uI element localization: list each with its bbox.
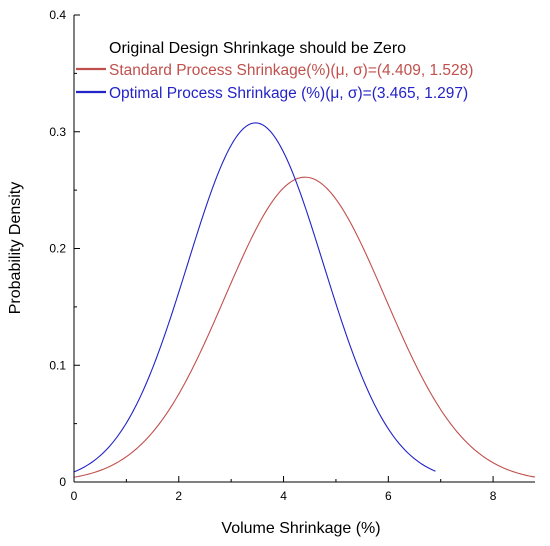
standard-process-curve: [73, 176, 536, 478]
legend-title: Original Design Shrinkage should be Zero: [109, 40, 406, 57]
x-ticks-layer: 0 2 4 6 8: [71, 476, 497, 503]
x-tick-label: 2: [175, 489, 182, 503]
y-tick-label: 0.4: [49, 8, 66, 22]
legend-label-standard: Standard Process Shrinkage(%)(μ, σ)=(4.4…: [109, 62, 473, 79]
y-ticks-layer: 0 0.1 0.2 0.3 0.4: [49, 8, 80, 489]
y-axis-label: Probability Density: [7, 182, 24, 315]
legend: Original Design Shrinkage should be Zero…: [76, 40, 473, 102]
y-tick-label: 0.3: [49, 125, 66, 139]
y-tick-label: 0.2: [49, 242, 66, 256]
x-tick-label: 0: [71, 489, 78, 503]
x-tick-label: 8: [490, 489, 497, 503]
y-tick-label: 0: [59, 475, 66, 489]
curves-layer: [73, 122, 536, 478]
x-tick-label: 6: [385, 489, 392, 503]
legend-label-optimal: Optimal Process Shrinkage (%)(μ, σ)=(3.4…: [109, 85, 468, 102]
x-axis-label: Volume Shrinkage (%): [221, 520, 380, 537]
y-tick-label: 0.1: [49, 358, 66, 372]
optimal-process-curve: [73, 122, 436, 473]
x-tick-label: 4: [280, 489, 287, 503]
